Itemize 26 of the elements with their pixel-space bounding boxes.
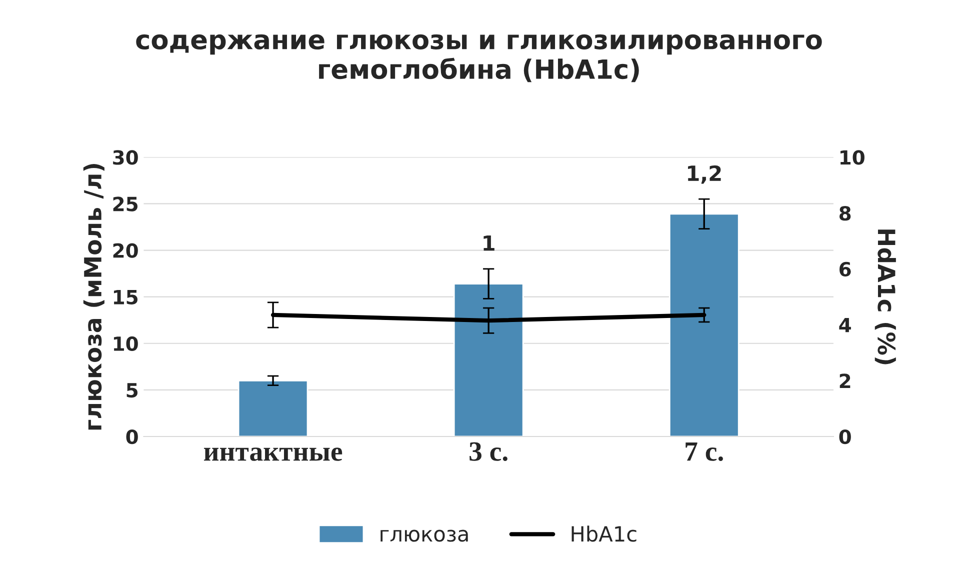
y-tick-label: 0: [126, 429, 138, 444]
bar: [453, 283, 524, 436]
y2-tick-label: 10: [840, 150, 864, 165]
y2-tick-label: 6: [840, 262, 851, 277]
y-axis-title: глюкоза (мМоль /л): [83, 164, 104, 430]
y-tick-label: 20: [113, 243, 138, 258]
bar: [238, 380, 308, 436]
y-tick-label: 25: [113, 196, 138, 212]
bar: [668, 213, 740, 436]
y2-tick-label: 0: [839, 429, 851, 444]
x-tick-label: интактные: [204, 448, 342, 461]
y-tick-label: 15: [114, 290, 138, 304]
y2-tick-label: 2: [840, 374, 850, 388]
y-tick-label: 5: [126, 383, 138, 398]
y-tick-label: 30: [113, 150, 138, 165]
legend-label: глюкоза: [380, 530, 468, 542]
annotation: 1,2: [688, 165, 721, 184]
annotation: 1: [484, 235, 494, 251]
y2-axis-title: HdA1c (%): [874, 230, 896, 364]
y2-tick-label: 8: [840, 206, 851, 221]
y-tick-label: 10: [114, 336, 138, 352]
chart-title: содержание глюкозы и гликозилированного гемоглобина (HbA1c): [136, 34, 822, 82]
x-tick-label: 7 с.: [686, 442, 723, 462]
x-tick-label: 3 с.: [470, 442, 508, 462]
legend-label: HbA1c: [572, 526, 636, 542]
y2-tick-label: 4: [839, 318, 851, 332]
